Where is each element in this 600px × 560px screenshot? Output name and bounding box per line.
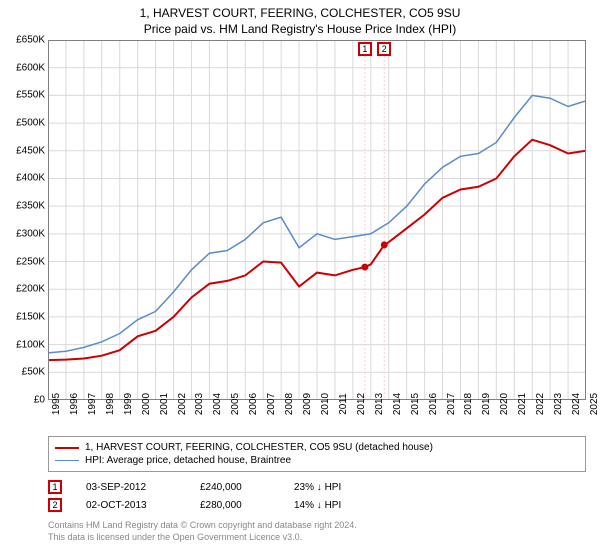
y-tick-label: £400K <box>16 173 48 184</box>
y-tick-label: £550K <box>16 90 48 101</box>
x-tick-label: 1999 <box>123 393 134 415</box>
y-tick-label: £150K <box>16 311 48 322</box>
marker-date: 03-SEP-2012 <box>86 482 176 493</box>
x-tick-label: 2022 <box>535 393 546 415</box>
x-tick-label: 2021 <box>517 393 528 415</box>
x-tick-label: 2016 <box>428 393 439 415</box>
legend-item: 1, HARVEST COURT, FEERING, COLCHESTER, C… <box>55 441 579 454</box>
y-tick-label: £450K <box>16 145 48 156</box>
y-tick-label: £50K <box>22 367 48 378</box>
legend-swatch <box>55 447 79 449</box>
x-tick-label: 2020 <box>499 393 510 415</box>
y-tick-label: £300K <box>16 228 48 239</box>
chart-title: 1, HARVEST COURT, FEERING, COLCHESTER, C… <box>0 0 600 20</box>
marker-pct: 14% ↓ HPI <box>294 500 364 511</box>
footnote-line-1: Contains HM Land Registry data © Crown c… <box>48 520 586 532</box>
legend-label: 1, HARVEST COURT, FEERING, COLCHESTER, C… <box>85 442 433 453</box>
marker-badge: 2 <box>48 498 62 512</box>
x-tick-label: 2002 <box>177 393 188 415</box>
y-tick-label: £0 <box>34 395 48 406</box>
y-tick-label: £250K <box>16 256 48 267</box>
x-tick-label: 2024 <box>571 393 582 415</box>
marker-pct: 23% ↓ HPI <box>294 482 364 493</box>
marker-price: £280,000 <box>200 500 270 511</box>
x-tick-label: 2023 <box>553 393 564 415</box>
marker-date: 02-OCT-2013 <box>86 500 176 511</box>
marker-row: 1 03-SEP-2012 £240,000 23% ↓ HPI <box>48 478 586 496</box>
x-tick-label: 1997 <box>87 393 98 415</box>
footnote-line-2: This data is licensed under the Open Gov… <box>48 532 586 544</box>
legend: 1, HARVEST COURT, FEERING, COLCHESTER, C… <box>48 436 586 472</box>
chart-subtitle: Price paid vs. HM Land Registry's House … <box>0 20 600 40</box>
chart-marker-1: 1 <box>358 42 372 56</box>
legend-item: HPI: Average price, detached house, Brai… <box>55 454 579 467</box>
y-tick-label: £600K <box>16 62 48 73</box>
legend-swatch <box>55 460 79 462</box>
x-tick-label: 2001 <box>159 393 170 415</box>
x-tick-label: 2011 <box>338 393 349 415</box>
x-tick-label: 2006 <box>248 393 259 415</box>
x-tick-label: 2012 <box>356 393 367 415</box>
marker-table: 1 03-SEP-2012 £240,000 23% ↓ HPI 2 02-OCT-201… <box>48 478 586 514</box>
marker-row: 2 02-OCT-2013 £280,000 14% ↓ HPI <box>48 496 586 514</box>
x-tick-label: 2008 <box>284 393 295 415</box>
y-tick-label: £500K <box>16 118 48 129</box>
x-tick-label: 2015 <box>410 393 421 415</box>
x-tick-label: 2010 <box>320 393 331 415</box>
x-tick-label: 2025 <box>589 393 600 415</box>
x-tick-label: 2019 <box>481 393 492 415</box>
x-tick-label: 1995 <box>51 393 62 415</box>
x-tick-label: 2009 <box>302 393 313 415</box>
x-axis: 1995199619971998199920002001200220032004… <box>48 400 586 436</box>
x-tick-label: 2014 <box>392 393 403 415</box>
chart-svg <box>48 40 586 400</box>
x-tick-label: 2003 <box>194 393 205 415</box>
x-tick-label: 2013 <box>374 393 385 415</box>
x-tick-label: 2005 <box>230 393 241 415</box>
marker-price: £240,000 <box>200 482 270 493</box>
chart-marker-2: 2 <box>377 42 391 56</box>
marker-badge: 1 <box>48 480 62 494</box>
footnote: Contains HM Land Registry data © Crown c… <box>48 520 586 543</box>
y-tick-label: £100K <box>16 339 48 350</box>
chart-plot-area: £0£50K£100K£150K£200K£250K£300K£350K£400… <box>48 40 586 400</box>
x-tick-label: 1998 <box>105 393 116 415</box>
x-tick-label: 2000 <box>141 393 152 415</box>
y-tick-label: £650K <box>16 35 48 46</box>
x-tick-label: 1996 <box>69 393 80 415</box>
chart-container: 1, HARVEST COURT, FEERING, COLCHESTER, C… <box>0 0 600 560</box>
x-tick-label: 2004 <box>212 393 223 415</box>
x-tick-label: 2007 <box>266 393 277 415</box>
legend-label: HPI: Average price, detached house, Brai… <box>85 455 291 466</box>
x-tick-label: 2018 <box>463 393 474 415</box>
x-tick-label: 2017 <box>446 393 457 415</box>
y-tick-label: £350K <box>16 201 48 212</box>
y-tick-label: £200K <box>16 284 48 295</box>
